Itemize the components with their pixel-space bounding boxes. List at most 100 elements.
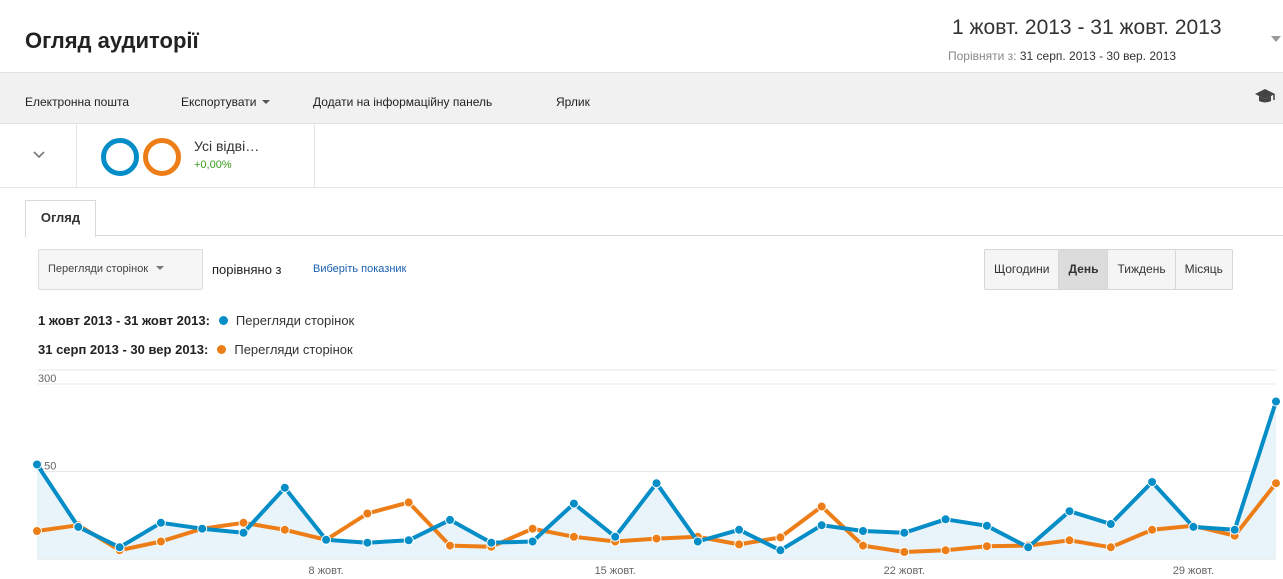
data-point	[692, 536, 703, 547]
x-tick-label: 22 жовт.	[884, 565, 925, 577]
page-title: Огляд аудиторії	[25, 28, 199, 53]
period-week-button[interactable]: Тиждень	[1107, 250, 1174, 289]
data-point	[858, 526, 868, 536]
period-toggle: Щогодини День Тиждень Місяць	[984, 249, 1233, 290]
shortcut-button[interactable]: Ярлик	[556, 95, 590, 109]
tabs-divider	[96, 235, 1283, 236]
data-point	[816, 501, 827, 512]
data-point	[238, 527, 249, 538]
data-point	[403, 497, 414, 508]
segment-name: Усі відві…	[194, 138, 260, 154]
segment-bar: Усі відві… +0,00%	[0, 124, 1283, 188]
data-point	[899, 547, 910, 557]
data-point	[73, 521, 84, 532]
data-point	[775, 532, 786, 543]
legend-current: 1 жовт 2013 - 31 жовт 2013: Перегляди сто…	[38, 313, 354, 328]
segment-toggle[interactable]	[0, 124, 77, 188]
email-button[interactable]: Електронна пошта	[25, 95, 130, 109]
legend-current-range: 1 жовт 2013 - 31 жовт 2013:	[38, 313, 210, 328]
data-point	[981, 541, 992, 552]
data-point	[445, 540, 455, 551]
data-point	[734, 524, 745, 535]
data-point	[403, 535, 414, 546]
data-point	[279, 482, 290, 493]
period-month-button[interactable]: Місяць	[1174, 250, 1232, 289]
data-point	[775, 545, 786, 556]
caret-down-icon	[262, 100, 271, 104]
data-point	[1023, 542, 1034, 553]
compare-range-value: 31 серп. 2013 - 30 вер. 2013	[1019, 49, 1177, 63]
data-point	[197, 523, 208, 534]
segment-change: +0,00%	[194, 159, 232, 171]
data-point	[155, 536, 166, 547]
data-point	[1105, 542, 1116, 553]
data-point	[940, 545, 951, 556]
compare-with-label: порівняно з	[212, 262, 282, 277]
data-point	[568, 531, 579, 542]
data-point	[940, 514, 951, 525]
data-point	[527, 523, 538, 534]
legend-compare: 31 серп 2013 - 30 вер 2013: Перегляди сто…	[38, 342, 353, 357]
data-point	[1229, 524, 1240, 535]
data-point	[114, 542, 125, 553]
data-point	[155, 517, 166, 528]
metric-select-label: Перегляди сторінок	[48, 263, 149, 275]
data-point	[1271, 478, 1281, 489]
x-tick-label: 15 жовт.	[595, 565, 636, 577]
data-point	[486, 537, 497, 548]
data-point	[734, 539, 745, 550]
report-toolbar: Електронна пошта Експортувати Додати на …	[0, 72, 1283, 124]
export-button[interactable]: Експортувати	[181, 95, 271, 109]
compare-range[interactable]: Порівняти з: 31 серп. 2013 - 30 вер. 201…	[948, 49, 1176, 63]
date-range-dropdown-icon[interactable]	[1271, 36, 1281, 42]
data-point	[1271, 396, 1281, 407]
page-header: Огляд аудиторії 1 жовт. 2013 - 31 жовт. …	[0, 0, 1283, 72]
data-point	[32, 459, 42, 470]
legend-compare-metric: Перегляди сторінок	[234, 342, 353, 357]
data-point	[1105, 519, 1116, 529]
data-point	[981, 520, 992, 531]
y-tick-label: 300	[38, 373, 56, 385]
date-range-picker[interactable]: 1 жовт. 2013 - 31 жовт. 2013 Порівняти з…	[944, 12, 1266, 72]
data-point	[651, 533, 662, 544]
legend-current-metric: Перегляди сторінок	[235, 313, 355, 328]
compare-label: Порівняти з:	[948, 49, 1017, 63]
data-point	[1064, 506, 1075, 517]
data-point	[651, 478, 662, 489]
legend-dot-orange	[217, 345, 227, 354]
period-hourly-button[interactable]: Щогодини	[994, 262, 1050, 276]
caret-down-icon	[156, 266, 165, 270]
data-point	[899, 527, 910, 538]
legend-dot-blue	[218, 316, 228, 325]
x-tick-label: 29 жовт.	[1173, 565, 1214, 577]
data-point	[527, 536, 538, 547]
data-point	[321, 534, 332, 545]
data-point	[362, 508, 373, 519]
date-range-label[interactable]: 1 жовт. 2013 - 31 жовт. 2013	[952, 16, 1222, 39]
data-point	[1147, 477, 1158, 487]
tab-overview[interactable]: Огляд	[25, 200, 96, 237]
graduation-cap-icon[interactable]	[1254, 88, 1276, 104]
data-point	[32, 526, 42, 536]
metric-select[interactable]: Перегляди сторінок	[38, 249, 203, 290]
data-point	[568, 498, 579, 509]
segment-circle-current	[101, 138, 139, 176]
choose-metric-link[interactable]: Виберіть показник	[313, 263, 407, 275]
segment-all-visits[interactable]: Усі відві… +0,00%	[77, 124, 315, 188]
data-point	[279, 524, 290, 535]
export-label: Експортувати	[181, 95, 257, 109]
add-to-dashboard-button[interactable]: Додати на інформаційну панель	[313, 95, 493, 109]
data-point	[858, 540, 868, 551]
data-point	[1188, 521, 1199, 532]
period-day-button[interactable]: День	[1058, 250, 1108, 289]
chevron-down-icon	[33, 151, 45, 159]
data-point	[1064, 535, 1075, 546]
x-tick-label: 8 жовт.	[309, 565, 344, 577]
data-point	[362, 537, 373, 548]
legend-compare-range: 31 серп 2013 - 30 вер 2013:	[38, 342, 209, 357]
data-point	[445, 514, 455, 525]
data-point	[238, 517, 249, 528]
segment-circle-compare	[143, 138, 181, 176]
data-point	[816, 520, 827, 531]
